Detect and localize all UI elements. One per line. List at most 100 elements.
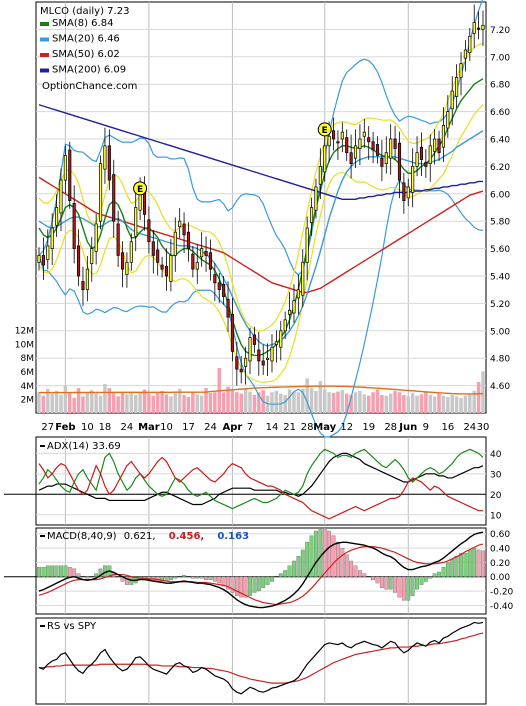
volume-bar [283,395,287,413]
volume-bar [63,385,68,413]
adx-legend-swatch [40,445,45,447]
macd-histogram-bar [103,565,107,577]
volume-bar [142,389,147,413]
candle-up [406,186,410,199]
macd-histogram-bar [278,573,283,577]
candle-down [424,161,428,167]
candle-up [318,166,322,185]
candle-up [309,207,314,223]
volume-bar [292,391,296,413]
candle-up [244,357,248,367]
volume-bar [428,395,433,413]
volume-bar [239,393,243,413]
macd-histogram-bar [63,565,68,577]
candle-down [186,231,191,249]
candle-down [208,252,213,270]
adx-series-line [38,456,483,520]
macd-histogram-bar [226,576,230,590]
volume-bar [454,396,459,413]
candle-up [301,261,305,296]
price-y-tick-3: 6.60 [490,108,510,118]
x-tick-label: Jun [398,422,417,433]
macd-histogram-bar [76,573,81,577]
candle-down [230,314,234,352]
volume-bar [481,371,485,413]
x-tick-label: Feb [55,422,75,433]
macd-histogram-bar [45,565,50,577]
macd-histogram-bar [173,576,178,579]
macd-histogram-bar [437,571,441,577]
macd-histogram-bar [182,575,186,577]
macd-histogram-bar [353,565,358,577]
candle-up [125,261,129,275]
macd-histogram-bar [340,548,345,577]
earnings-marker-circle [317,122,332,137]
macd-histogram-bar [467,549,472,577]
macd-histogram-bar [168,576,173,581]
volume-bar [186,397,191,413]
price-y-tick-5: 6.20 [490,163,510,173]
volume-bar [476,381,481,413]
x-tick-label: Apr [223,422,243,433]
rs-title: RS vs SPY [47,621,97,632]
volume-bar [107,388,112,413]
candle-up [358,138,362,149]
x-tick-label: 10 [81,422,94,433]
volume-bar [155,392,160,413]
macd-value: 0.621, [124,531,156,542]
volume-bar [243,388,248,413]
candle-down [226,298,230,318]
x-tick-label: Mar [138,422,160,433]
macd-histogram-bar [450,559,455,577]
volume-bar [111,392,116,413]
volume-bar [226,386,230,413]
price-y-tick-1: 7.00 [490,53,510,63]
volume-bar [213,392,217,413]
volume-bar [301,388,305,413]
volume-bar [248,391,252,413]
volume-bar [147,393,151,413]
volume-bar [305,378,309,413]
candle-up [129,241,133,263]
volume-bar [468,393,472,413]
macd-histogram-bar [59,565,63,577]
macd-histogram-bar [384,576,389,590]
macd-legend-swatch [40,535,45,537]
x-tick-label: May [313,422,336,433]
volume-bar [375,389,380,413]
volume-y-tick-1: 10M [15,340,34,350]
adx-y-tick-2: 20 [490,491,502,501]
x-tick-label: 27 [41,422,54,433]
macd-histogram-bar [393,576,397,593]
candle-up [468,35,472,54]
candle-up [138,193,142,211]
candle-up [353,145,358,159]
price-y-tick-12: 4.80 [490,355,510,365]
macd-histogram-bar [221,576,226,587]
macd-histogram-bar [472,548,477,577]
macd-histogram-bar [261,576,266,588]
macd-y-tick-3: 0.00 [490,573,510,583]
volume-bar [98,395,103,413]
volume-bar [366,395,371,413]
candle-up [305,227,309,263]
volume-bar [182,395,186,413]
macd-histogram-bar [283,570,288,577]
macd-y-tick-0: 0.60 [490,530,510,540]
macd-histogram-bar [217,576,222,584]
candle-up [389,138,393,159]
volume-bar [424,392,428,413]
candle-down [402,182,406,201]
volume-bar [59,395,63,413]
macd-histogram-bar [419,576,424,585]
candle-down [191,253,195,270]
candle-up [178,220,182,228]
candle-down [397,142,402,181]
price-panel [35,1,487,414]
macd-histogram-bar [410,576,415,596]
volume-bar [406,396,411,413]
macd-line [38,531,484,609]
candle-down [41,255,45,266]
volume-bar [221,392,226,413]
volume-bar [296,392,301,413]
